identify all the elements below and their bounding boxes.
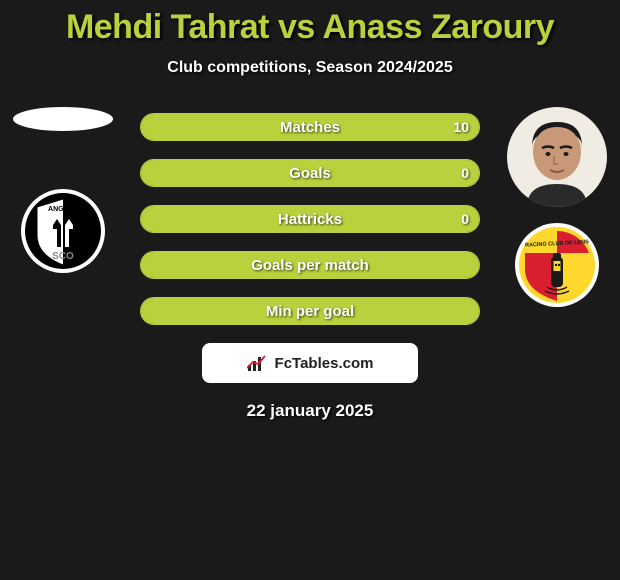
svg-text:SCO: SCO: [52, 251, 74, 262]
rc-lens-icon: RACING CLUB DE LENS: [515, 223, 599, 307]
player-right-column: RACING CLUB DE LENS: [502, 107, 612, 307]
page-title: Mehdi Tahrat vs Anass Zaroury: [0, 0, 620, 47]
svg-text:ANGERS: ANGERS: [48, 206, 78, 213]
bar-chart-icon: [247, 354, 269, 372]
stat-label: Goals per match: [251, 257, 369, 274]
stat-value-right: 0: [461, 165, 469, 181]
player-right-avatar: [507, 107, 607, 207]
team-left-logo: ANGERS SCO: [21, 189, 105, 273]
team-right-logo: RACING CLUB DE LENS: [515, 223, 599, 307]
stat-label: Goals: [289, 165, 331, 182]
player-left-avatar-placeholder: [13, 107, 113, 131]
stat-row-min-per-goal: Min per goal: [140, 297, 480, 325]
subtitle: Club competitions, Season 2024/2025: [0, 59, 620, 77]
stat-value-right: 10: [453, 119, 469, 135]
comparison-area: ANGERS SCO: [0, 107, 620, 421]
stat-label: Matches: [280, 119, 340, 136]
stat-row-goals-per-match: Goals per match: [140, 251, 480, 279]
stat-label: Hattricks: [278, 211, 342, 228]
stats-list: Matches 10 Goals 0 Hattricks 0 Goals per…: [140, 107, 480, 325]
player-left-column: ANGERS SCO: [8, 107, 118, 273]
date-text: 22 january 2025: [0, 401, 620, 421]
stat-row-matches: Matches 10: [140, 113, 480, 141]
angers-sco-icon: ANGERS SCO: [21, 189, 105, 273]
stat-row-goals: Goals 0: [140, 159, 480, 187]
attribution-link[interactable]: FcTables.com: [202, 343, 418, 383]
stat-label: Min per goal: [266, 303, 354, 320]
stat-row-hattricks: Hattricks 0: [140, 205, 480, 233]
stat-value-right: 0: [461, 211, 469, 227]
player-avatar-icon: [512, 112, 602, 207]
attribution-text: FcTables.com: [275, 355, 374, 372]
